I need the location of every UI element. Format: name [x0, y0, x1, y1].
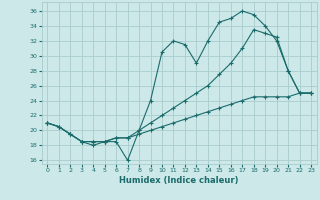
X-axis label: Humidex (Indice chaleur): Humidex (Indice chaleur)	[119, 176, 239, 185]
